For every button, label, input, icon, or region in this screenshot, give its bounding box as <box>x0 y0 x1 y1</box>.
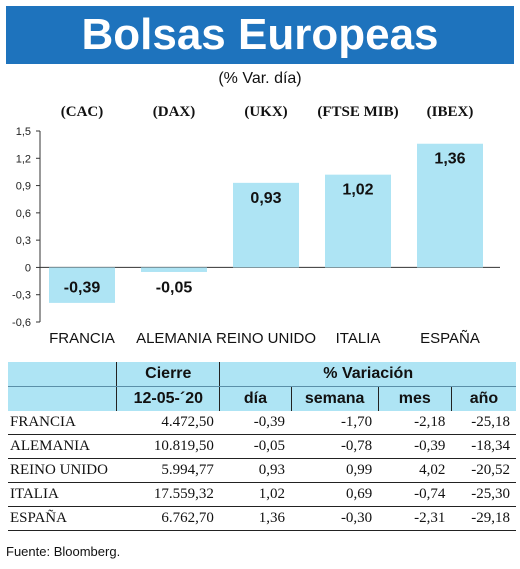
cell-semana: -0,78 <box>291 434 379 459</box>
y-tick-label: 0,9 <box>16 181 31 193</box>
cell-anio: -29,18 <box>451 506 516 531</box>
index-label: (DAX) <box>153 104 196 120</box>
cell-cierre: 5.994,77 <box>116 458 220 483</box>
data-label: -0,05 <box>156 279 193 296</box>
header-dia: día <box>219 386 292 411</box>
bar <box>49 267 115 303</box>
cell-dia: -0,39 <box>219 411 292 435</box>
cell-cierre: 4.472,50 <box>116 411 220 435</box>
cell-anio: -20,52 <box>451 458 516 483</box>
bar <box>141 267 207 272</box>
header-date: 12-05-´20 <box>116 386 220 411</box>
category-label: FRANCIA <box>49 330 115 347</box>
bar <box>417 143 483 268</box>
table-row: ALEMANIA 10.819,50 -0,05 -0,78 -0,39 -18… <box>8 434 516 459</box>
cell-mes: 4,02 <box>378 458 452 483</box>
row-name: ESPAÑA <box>8 506 117 531</box>
cell-mes: -2,31 <box>378 506 452 531</box>
table-row: ESPAÑA 6.762,70 1,36 -0,30 -2,31 -29,18 <box>8 506 516 531</box>
header-anio: año <box>450 386 516 411</box>
y-tick-label: -0,3 <box>12 290 31 302</box>
cell-dia: -0,05 <box>219 434 292 459</box>
data-label: 0,93 <box>250 190 281 207</box>
cell-mes: -2,18 <box>378 411 452 435</box>
y-tick-label: 0 <box>25 262 31 274</box>
table-row: REINO UNIDO 5.994,77 0,93 0,99 4,02 -20,… <box>8 458 516 483</box>
cell-anio: -25,30 <box>451 482 516 507</box>
cell-semana: -1,70 <box>291 411 379 435</box>
corner-cell <box>8 362 117 387</box>
cell-mes: -0,74 <box>378 482 452 507</box>
cell-cierre: 10.819,50 <box>116 434 220 459</box>
y-tick-label: 0,6 <box>16 208 31 220</box>
table-row: ITALIA 17.559,32 1,02 0,69 -0,74 -25,30 <box>8 482 516 507</box>
chart-subtitle: (% Var. día) <box>218 70 302 87</box>
corner-cell-2 <box>8 386 117 411</box>
index-label: (CAC) <box>61 104 104 120</box>
bar <box>233 182 299 268</box>
cell-dia: 0,93 <box>219 458 292 483</box>
data-table-container: Cierre % Variación 12-05-´20 día semana … <box>8 362 516 531</box>
category-label: REINO UNIDO <box>216 330 316 347</box>
data-label: 1,02 <box>342 182 373 199</box>
y-tick-label: 1,5 <box>16 126 31 138</box>
index-label: (FTSE MIB) <box>317 104 398 120</box>
y-tick-label: -0,6 <box>12 317 31 329</box>
cell-cierre: 17.559,32 <box>116 482 220 507</box>
title-banner: Bolsas Europeas <box>6 6 514 64</box>
category-label: ITALIA <box>336 330 381 347</box>
header-cierre: Cierre <box>116 362 220 387</box>
table-row: FRANCIA 4.472,50 -0,39 -1,70 -2,18 -25,1… <box>8 411 516 435</box>
row-name: FRANCIA <box>8 411 117 435</box>
category-label: ESPAÑA <box>420 330 480 347</box>
data-label: 1,36 <box>434 151 465 168</box>
cell-mes: -0,39 <box>378 434 452 459</box>
y-tick-label: 1,2 <box>16 153 31 165</box>
cell-semana: 0,99 <box>291 458 379 483</box>
cell-semana: 0,69 <box>291 482 379 507</box>
cell-cierre: 6.762,70 <box>116 506 220 531</box>
row-name: ALEMANIA <box>8 434 117 459</box>
cell-semana: -0,30 <box>291 506 379 531</box>
bar <box>325 174 391 268</box>
row-name: ITALIA <box>8 482 117 507</box>
cell-dia: 1,02 <box>219 482 292 507</box>
cell-dia: 1,36 <box>219 506 292 531</box>
category-label: ALEMANIA <box>136 330 212 347</box>
header-mes: mes <box>377 386 452 411</box>
bar-chart: -0,6 -0,3 0 0,3 0,6 0,9 1,2 1,5 -0,39 (CAC) FRANCI… <box>12 104 500 347</box>
header-semana: semana <box>290 386 379 411</box>
cell-anio: -25,18 <box>451 411 516 435</box>
index-label: (IBEX) <box>427 104 474 120</box>
page-title: Bolsas Europeas <box>81 10 439 59</box>
row-name: REINO UNIDO <box>8 458 117 483</box>
cell-anio: -18,34 <box>451 434 516 459</box>
data-table: Cierre % Variación 12-05-´20 día semana … <box>8 362 516 531</box>
header-variacion: % Variación <box>219 362 516 387</box>
data-label: -0,39 <box>64 279 101 296</box>
y-tick-label: 0,3 <box>16 235 31 247</box>
index-label: (UKX) <box>244 104 287 120</box>
source-note: Fuente: Bloomberg. <box>6 544 121 559</box>
